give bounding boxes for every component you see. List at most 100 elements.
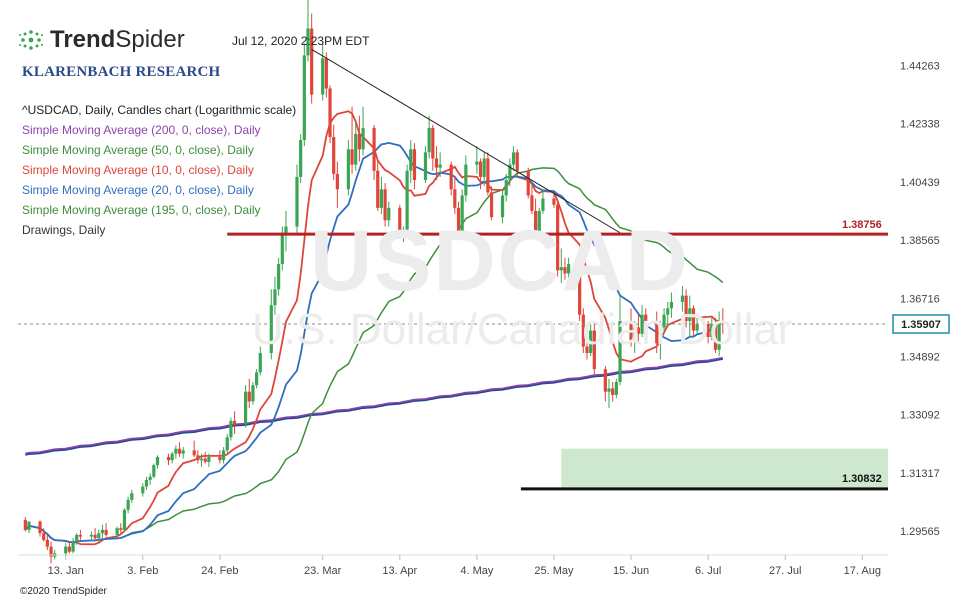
legend-item-drawings[interactable]: Drawings, Daily: [22, 223, 106, 237]
candle-body: [346, 149, 350, 190]
candle-body: [592, 330, 596, 370]
spider-logo-icon: [19, 30, 43, 50]
logo-text-rest: Spider: [115, 26, 185, 53]
candle-body: [247, 391, 251, 402]
candle-body: [100, 529, 105, 534]
candle-body: [93, 534, 97, 539]
candle-body: [379, 189, 384, 208]
x-tick-label: 23. Mar: [304, 565, 342, 577]
candle-body: [284, 226, 288, 233]
candle-body: [658, 327, 663, 344]
legend-item-sma50[interactable]: Simple Moving Average (50, 0, close), Da…: [22, 143, 254, 157]
sma-195-line: [25, 358, 723, 456]
support-level-label: 1.30832: [842, 473, 882, 485]
candle-body: [552, 198, 556, 205]
candle-body: [97, 533, 101, 539]
candle-body: [42, 533, 46, 540]
candle-body: [232, 420, 237, 425]
candle-body: [478, 161, 483, 177]
candle-body: [196, 455, 200, 461]
candle-body: [511, 152, 516, 165]
candle-body: [567, 264, 571, 274]
candle-body: [273, 289, 277, 306]
x-tick-label: 4. May: [460, 565, 494, 577]
candle-body: [629, 321, 633, 341]
candle-body: [644, 314, 648, 322]
candle-body: [533, 210, 538, 233]
candle-body: [372, 127, 376, 171]
legend-item-sma195[interactable]: Simple Moving Average (195, 0, close), D…: [22, 203, 261, 217]
descending-trendline: [311, 48, 621, 234]
candle-body: [203, 458, 207, 462]
chart-legend: ^USDCAD, Daily, Candles chart (Logarithm…: [22, 100, 296, 240]
candle-body: [611, 388, 615, 395]
candle-body: [434, 158, 439, 168]
candle-body: [559, 267, 563, 271]
candles: [23, 0, 725, 564]
y-tick-label: 1.34892: [900, 351, 940, 363]
candle-body: [710, 324, 714, 337]
x-tick-label: 3. Feb: [127, 565, 158, 577]
candle-body: [177, 448, 182, 454]
resistance-level-label: 1.38756: [842, 219, 882, 231]
sma-200-line: [25, 356, 723, 455]
candle-body: [148, 476, 152, 481]
candle-body: [691, 308, 696, 331]
x-tick-label: 6. Jul: [695, 565, 721, 577]
y-tick-label: 1.33092: [900, 410, 940, 422]
candle-body: [152, 465, 156, 477]
legend-item-sma20[interactable]: Simple Moving Average (20, 0, close), Da…: [22, 183, 254, 197]
legend-item-sma10[interactable]: Simple Moving Average (10, 0, close), Da…: [22, 163, 254, 177]
candle-body: [401, 229, 406, 233]
y-tick-label: 1.38565: [900, 235, 940, 247]
candle-body: [530, 195, 534, 211]
candle-body: [258, 353, 262, 373]
support-zone: [561, 448, 888, 489]
candle-body: [508, 164, 512, 181]
candle-body: [38, 521, 42, 534]
y-tick-label: 1.40439: [900, 177, 940, 189]
candle-body: [229, 420, 233, 438]
candle-body: [321, 58, 325, 95]
candle-body: [427, 127, 431, 153]
candle-body: [449, 164, 453, 190]
candle-body: [119, 528, 123, 530]
candle-body: [581, 314, 585, 347]
legend-item-sma200[interactable]: Simple Moving Average (200, 0, close), D…: [22, 123, 261, 137]
candle-body: [332, 137, 336, 174]
candle-body: [221, 450, 226, 461]
candle-body: [684, 295, 688, 322]
candle-body: [174, 448, 178, 454]
candle-body: [361, 127, 365, 150]
candle-body: [104, 529, 108, 535]
candle-body: [721, 321, 725, 324]
candle-body: [280, 232, 284, 265]
candle-body: [475, 161, 479, 165]
candle-body: [633, 327, 637, 341]
candle-body: [199, 458, 204, 461]
last-price-tag: [892, 314, 950, 334]
brand-title: KLARENBACH RESEARCH: [22, 64, 221, 80]
candle-body: [141, 486, 145, 494]
candle-body: [144, 480, 149, 487]
candle-body: [130, 493, 134, 500]
candle-body: [166, 456, 171, 461]
candle-body: [115, 528, 119, 535]
y-tick-label: 1.42338: [900, 119, 940, 131]
candle-body: [423, 152, 428, 181]
candle-body: [618, 321, 622, 382]
candle-body: [78, 534, 83, 537]
trendspider-logo: TrendSpider: [18, 26, 185, 54]
candle-body: [155, 456, 160, 466]
x-tick-label: 15. Jun: [613, 565, 649, 577]
candle-body: [541, 198, 545, 211]
x-tick-label: 25. May: [534, 565, 574, 577]
candle-body: [23, 519, 27, 530]
candle-body: [607, 388, 611, 392]
candle-body: [412, 149, 417, 181]
candle-body: [438, 164, 442, 168]
sma-10-line: [24, 110, 724, 546]
candle-body: [269, 305, 273, 354]
candle-body: [669, 301, 674, 309]
